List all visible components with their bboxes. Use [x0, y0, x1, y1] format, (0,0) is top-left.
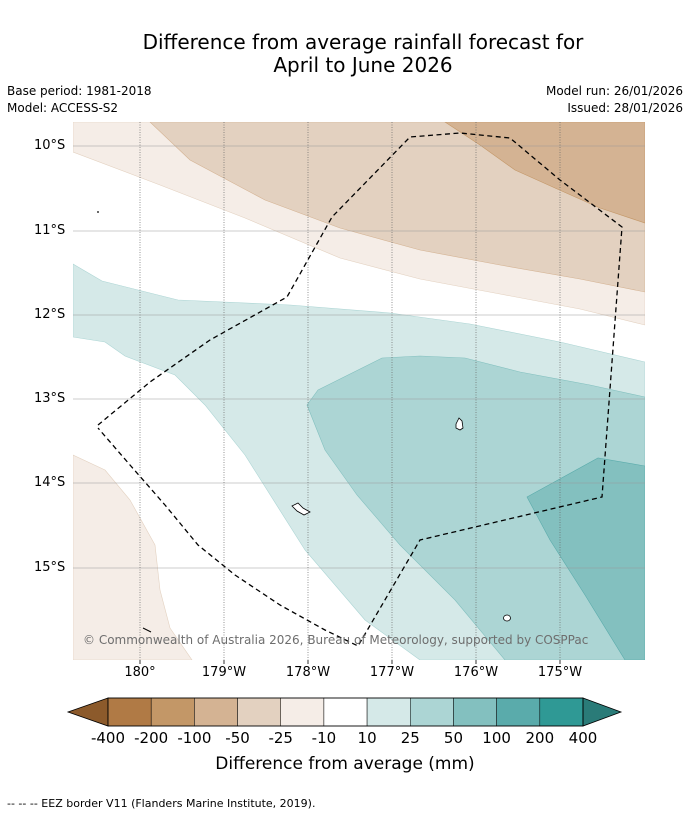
eez-border	[97, 132, 623, 647]
title-line-1: Difference from average rainfall forecas…	[142, 30, 584, 54]
colorbar-tick-label: 400	[568, 729, 598, 747]
colorbar-extend-high	[582, 697, 623, 727]
meta-left: Base period: 1981-2018 Model: ACCESS-S2	[7, 83, 152, 117]
issued-date: Issued: 28/01/2026	[567, 101, 683, 115]
colorbar-tick-label: 50	[443, 729, 463, 747]
colorbar-tick-label: 10	[357, 729, 377, 747]
title-line-2: April to June 2026	[273, 53, 453, 77]
colorbar-tick-label: -10	[311, 729, 337, 747]
colorbar-swatch	[453, 697, 497, 727]
lon-label-178w: 178°W	[285, 665, 331, 680]
colorbar-swatch	[366, 697, 411, 727]
contour-dry-southwest	[73, 454, 193, 660]
colorbar-tick-label: -400	[90, 729, 126, 747]
islet-northwest	[97, 211, 99, 213]
map-title: Difference from average rainfall forecas…	[0, 31, 690, 77]
island-south	[503, 614, 511, 622]
lat-label-12s: 12°S	[34, 307, 66, 322]
eez-footnote: -- -- -- EEZ border V11 (Flanders Marine…	[7, 797, 316, 810]
island-main	[455, 417, 464, 431]
colorbar-tick-label: -25	[268, 729, 293, 747]
lat-label-10s: 10°S	[34, 138, 66, 153]
lat-label-14s: 14°S	[34, 475, 66, 490]
colorbar-swatch	[323, 697, 368, 727]
colorbar-swatch	[150, 697, 195, 727]
base-period: Base period: 1981-2018	[7, 84, 152, 98]
colorbar-swatch	[194, 697, 238, 727]
copyright-notice: © Commonwealth of Australia 2026, Bureau…	[83, 633, 589, 647]
axis-ticks	[139, 660, 561, 664]
colorbar-swatch	[496, 697, 541, 727]
lon-label-180: 180°	[124, 665, 156, 680]
contour-wet-strong	[526, 457, 645, 660]
colorbar-tick-label: -50	[225, 729, 250, 747]
colorbar-swatch	[280, 697, 325, 727]
lon-label-179w: 179°W	[201, 665, 247, 680]
colorbar-label: Difference from average (mm)	[215, 754, 475, 774]
meta-right: Model run: 26/01/2026 Issued: 28/01/2026	[546, 83, 683, 117]
colorbar-tick-label: 25	[400, 729, 420, 747]
colorbar-swatch	[107, 697, 152, 727]
model-run: Model run: 26/01/2026	[545, 84, 683, 98]
lon-label-176w: 176°W	[453, 665, 499, 680]
model-name: Model: ACCESS-S2	[7, 101, 119, 115]
longitude-gridlines	[139, 122, 561, 660]
colorbar-tick-label: 200	[525, 729, 555, 747]
island-southwest	[291, 502, 311, 516]
colorbar-swatch	[237, 697, 281, 727]
contour-dry-strong	[444, 122, 645, 224]
lat-label-11s: 11°S	[34, 223, 66, 238]
colorbar-swatch	[539, 697, 584, 727]
island-tiny-west	[142, 627, 152, 633]
lat-label-13s: 13°S	[34, 391, 66, 406]
latitude-gridlines	[73, 145, 645, 569]
colorbar-tick-label: -200	[134, 729, 169, 747]
lon-label-177w: 177°W	[369, 665, 415, 680]
lon-label-175w: 175°W	[537, 665, 583, 680]
lat-label-15s: 15°S	[34, 560, 66, 575]
colorbar-tick-label: -100	[177, 729, 212, 747]
colorbar-extend-low	[66, 697, 109, 727]
colorbar-swatch	[410, 697, 454, 727]
colorbar-tick-label: 100	[482, 729, 511, 747]
